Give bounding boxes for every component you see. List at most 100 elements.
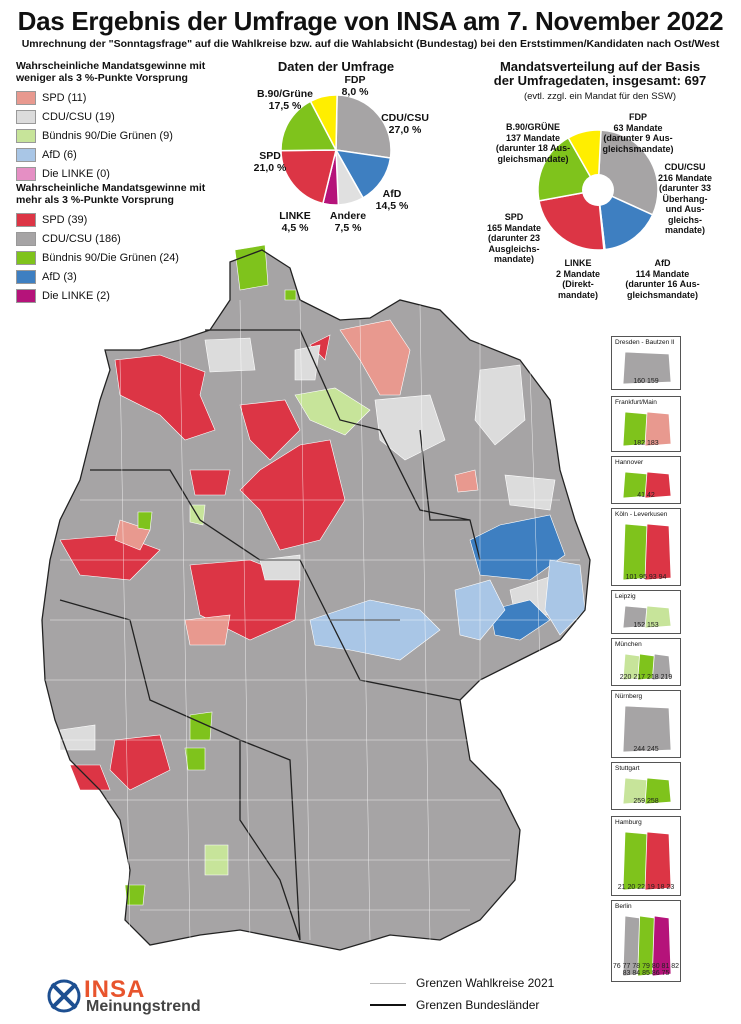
inset-map-shape bbox=[622, 915, 672, 977]
legend-strong-swatch bbox=[16, 269, 36, 284]
legend-bundeslaender-label: Grenzen Bundesländer bbox=[416, 998, 540, 1012]
map-gruene-strong bbox=[124, 244, 297, 906]
seats-label-linke: LINKE 2 Mandate (Direkt- mandate) bbox=[555, 258, 600, 300]
inset-map-numbers: 76 77 78 79 80 81 82 83 84 85 86 75 bbox=[612, 963, 680, 977]
inset-map: Köln - Leverkusen 101 95 93 94 bbox=[611, 508, 681, 586]
inset-map-district bbox=[644, 471, 672, 499]
inset-map-shape bbox=[622, 411, 672, 447]
legend-weak-swatch bbox=[16, 128, 36, 143]
inset-map: Leipzig 152 153 bbox=[611, 590, 681, 634]
inset-map-name: Köln - Leverkusen bbox=[615, 511, 668, 518]
survey-label-b-90-gr-ne: B.90/Grüne 17,5 % bbox=[256, 88, 314, 112]
survey-slice-b-90-gr-ne bbox=[280, 100, 338, 152]
inset-map-shape bbox=[622, 831, 672, 891]
map-region-afd-weak bbox=[544, 559, 586, 636]
legend-strong-label: Die LINKE (2) bbox=[42, 289, 110, 302]
survey-slice-fdp bbox=[309, 94, 338, 151]
seats-label-afd: AfD 114 Mandate (darunter 16 Aus- gleich… bbox=[625, 258, 700, 300]
inset-map-district bbox=[644, 523, 672, 581]
inset-map-district bbox=[644, 411, 672, 447]
inset-map-shape bbox=[622, 705, 672, 753]
legend-weak-item: CDU/CSU (19) bbox=[16, 107, 246, 126]
map-region-spd bbox=[239, 399, 301, 461]
map-region-gruene bbox=[234, 244, 269, 291]
inset-map-name: Nürnberg bbox=[615, 693, 643, 700]
legend-strong-item: CDU/CSU (186) bbox=[16, 229, 246, 248]
state-border-line bbox=[59, 599, 301, 941]
map-region-spd-weak bbox=[454, 469, 479, 493]
seats-label-fdp: FDP 63 Mandate (darunter 9 Aus- gleichsm… bbox=[602, 112, 674, 154]
legend-strong-item: Bündnis 90/Die Grünen (24) bbox=[16, 248, 246, 267]
map-region-spd-weak bbox=[184, 614, 231, 646]
legend-strong-swatch bbox=[16, 250, 36, 265]
map-region-cdu-weak bbox=[504, 474, 556, 511]
inset-map-district bbox=[622, 351, 672, 385]
seats-subtitle: (evtl. zzgl. ein Mandat für den SSW) bbox=[523, 91, 677, 102]
map-region-spd-weak bbox=[339, 319, 411, 396]
legend-strong-label: SPD (39) bbox=[42, 213, 88, 226]
inset-map-name: Berlin bbox=[615, 903, 632, 910]
legend-strong-label: Bündnis 90/Die Grünen (24) bbox=[42, 251, 179, 264]
insa-logo-icon bbox=[47, 979, 81, 1013]
inset-map-name: Dresden - Bautzen II bbox=[615, 339, 675, 346]
inset-map-numbers: 182 183 bbox=[633, 440, 659, 447]
survey-pie-chart bbox=[280, 94, 392, 206]
map-region-spd bbox=[189, 469, 231, 496]
survey-label-linke: LINKE 4,5 % bbox=[279, 210, 311, 234]
seats-label-b-90-gr-ne: B.90/GRÜNE 137 Mandate (darunter 18 Aus-… bbox=[495, 122, 571, 164]
wahlkreis-border-line bbox=[119, 299, 541, 941]
legend-weak-swatch bbox=[16, 166, 36, 181]
inset-map-district bbox=[622, 705, 672, 753]
map-region-gruene bbox=[137, 511, 153, 531]
map-region-cdu-weak bbox=[259, 554, 301, 581]
inset-map-shape bbox=[622, 351, 672, 385]
legend-line-wahlkreise bbox=[370, 982, 406, 984]
inset-map: Dresden - Bautzen II 160 159 bbox=[611, 336, 681, 390]
seats-title: Mandatsverteilung auf der Basis der Umfr… bbox=[493, 59, 707, 88]
map-region-spd bbox=[69, 764, 111, 791]
inset-map: Nürnberg 244 245 bbox=[611, 690, 681, 758]
inset-map-name: Hamburg bbox=[615, 819, 642, 826]
map-region-gruene bbox=[124, 884, 146, 906]
map-cdu-weak bbox=[59, 337, 561, 751]
map-region-spd bbox=[239, 439, 346, 551]
inset-map-name: Hannover bbox=[615, 459, 644, 466]
legend-weak-item: SPD (11) bbox=[16, 88, 246, 107]
inset-map-shape bbox=[622, 523, 672, 581]
legend-weak-swatch bbox=[16, 90, 36, 105]
page-title: Das Ergebnis der Umfrage von INSA am 7. … bbox=[17, 6, 724, 36]
insa-logo-tagline: Meinungstrend bbox=[86, 998, 201, 1015]
inset-map-numbers: 220 217 218 219 bbox=[619, 674, 673, 681]
legend-weak-swatch bbox=[16, 147, 36, 162]
inset-map-shape bbox=[622, 777, 672, 805]
legend-strong-item: SPD (39) bbox=[16, 210, 246, 229]
germany-map bbox=[41, 244, 591, 951]
map-region-gruene bbox=[184, 747, 206, 771]
inset-map-name: Frankfurt/Main bbox=[615, 399, 657, 406]
legend-weak-heading: Wahrscheinliche Mandatsgewinne mit wenig… bbox=[16, 60, 206, 84]
insa-logo-brand: INSA bbox=[84, 976, 146, 1003]
legend-wahlkreise-label: Grenzen Wahlkreise 2021 bbox=[416, 976, 555, 990]
legend-strong-swatch bbox=[16, 231, 36, 246]
state-border-line bbox=[419, 429, 470, 521]
survey-label-andere: Andere 7,5 % bbox=[329, 210, 367, 234]
legend-strong-label: AfD (3) bbox=[42, 270, 77, 283]
seats-label-cdu-csu: CDU/CSU 216 Mandate (darunter 33 Überhan… bbox=[657, 162, 713, 235]
legend-strong-item: Die LINKE (2) bbox=[16, 286, 246, 305]
legend-weak-label: SPD (11) bbox=[42, 91, 87, 104]
page-subtitle: Umrechnung der "Sonntagsfrage" auf die W… bbox=[21, 38, 720, 50]
legend-bundeslaender: Grenzen Bundesländer bbox=[370, 998, 539, 1012]
legend-line-bundeslaender bbox=[370, 1004, 406, 1006]
legend-strong-swatch bbox=[16, 288, 36, 303]
map-region-spd bbox=[109, 734, 171, 791]
seats-slice-spd bbox=[538, 189, 605, 251]
legend-weak-label: Bündnis 90/Die Grünen (9) bbox=[42, 129, 173, 142]
inset-map: Hannover 41 42 bbox=[611, 456, 681, 504]
inset-map-shape bbox=[622, 605, 672, 629]
legend-weak-item: AfD (6) bbox=[16, 145, 246, 164]
legend-strong: Wahrscheinliche Mandatsgewinne mit mehr … bbox=[16, 182, 246, 305]
seats-slice-afd bbox=[597, 188, 654, 251]
survey-label-fdp: FDP 8,0 % bbox=[341, 74, 369, 98]
inset-map-numbers: 41 42 bbox=[637, 492, 655, 499]
inset-map-district bbox=[644, 831, 672, 891]
